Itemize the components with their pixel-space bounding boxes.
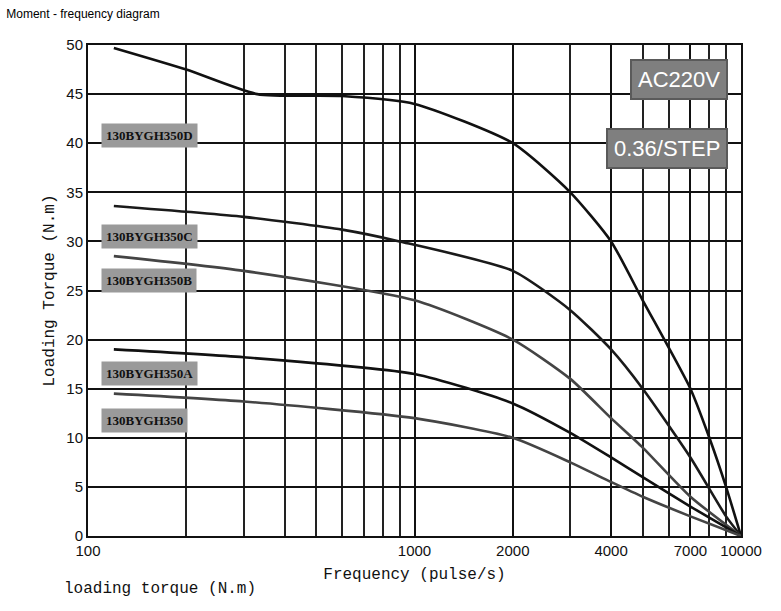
svg-text:30: 30 xyxy=(66,233,83,250)
svg-text:7000: 7000 xyxy=(674,542,707,559)
svg-text:0.36/STEP: 0.36/STEP xyxy=(614,136,720,161)
svg-text:0: 0 xyxy=(75,527,83,544)
svg-text:25: 25 xyxy=(66,282,83,299)
svg-text:130BYGH350B: 130BYGH350B xyxy=(106,273,192,288)
svg-text:130BYGH350: 130BYGH350 xyxy=(106,413,183,428)
svg-text:Moment - frequency diagram: Moment - frequency diagram xyxy=(6,7,159,21)
svg-text:40: 40 xyxy=(66,134,83,151)
svg-text:Frequency (pulse/s): Frequency (pulse/s) xyxy=(323,566,505,584)
svg-text:15: 15 xyxy=(66,380,83,397)
svg-text:10000: 10000 xyxy=(720,542,762,559)
svg-text:AC220V: AC220V xyxy=(638,67,720,92)
svg-text:130BYGH350C: 130BYGH350C xyxy=(106,229,193,244)
svg-text:Loading Torque (N.m): Loading Torque (N.m) xyxy=(41,194,59,386)
svg-text:2000: 2000 xyxy=(496,542,529,559)
svg-text:loading torque (N.m): loading torque (N.m) xyxy=(64,580,256,598)
svg-text:4000: 4000 xyxy=(594,542,627,559)
svg-text:10: 10 xyxy=(66,429,83,446)
svg-text:130BYGH350D: 130BYGH350D xyxy=(106,128,193,143)
svg-text:5: 5 xyxy=(75,478,83,495)
svg-text:35: 35 xyxy=(66,184,83,201)
svg-text:1000: 1000 xyxy=(398,542,431,559)
svg-text:100: 100 xyxy=(75,542,100,559)
svg-text:130BYGH350A: 130BYGH350A xyxy=(106,366,193,381)
svg-text:45: 45 xyxy=(66,85,83,102)
svg-text:50: 50 xyxy=(66,36,83,53)
svg-text:20: 20 xyxy=(66,331,83,348)
